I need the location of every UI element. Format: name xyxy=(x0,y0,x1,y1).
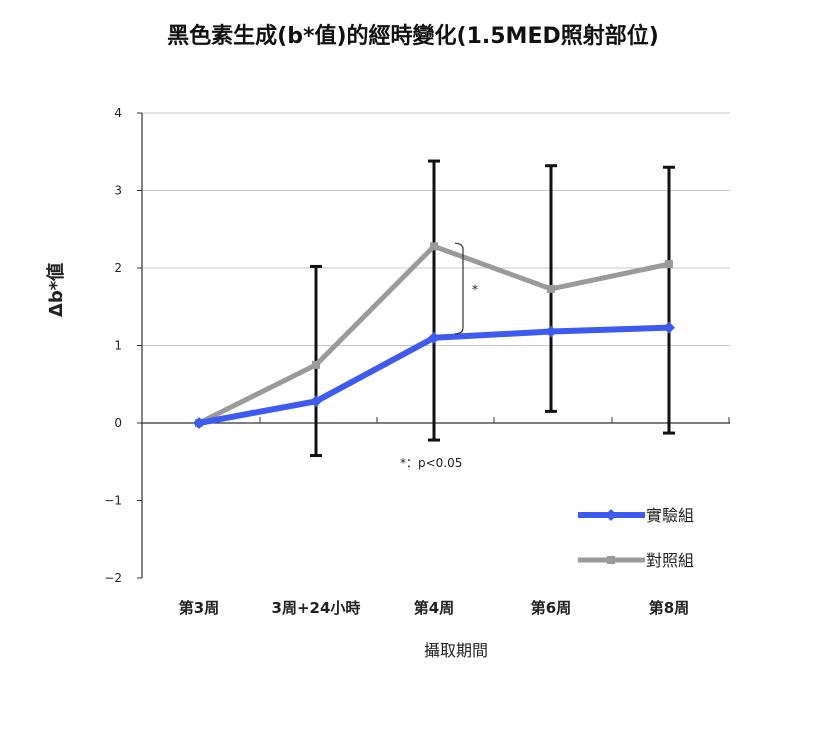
significance-mark: * xyxy=(472,283,478,297)
y-tick-label: −1 xyxy=(104,494,122,508)
x-tick-label: 第4周 xyxy=(414,599,454,617)
y-tick-label: 2 xyxy=(114,261,122,275)
x-tick-label: 第6周 xyxy=(531,599,571,617)
x-tick-label: 第8周 xyxy=(649,599,689,617)
data-point-control xyxy=(430,242,438,251)
y-tick-label: 1 xyxy=(114,339,122,353)
x-tick-label: 3周+24小時 xyxy=(272,599,361,617)
legend-label: 實驗組 xyxy=(646,506,694,525)
axes xyxy=(137,112,730,579)
data-point-experimental xyxy=(663,321,675,334)
series-lines xyxy=(193,242,675,429)
legend-marker xyxy=(605,509,617,521)
x-tick-labels: 第3周 3周+24小時 第4周 第6周 第8周 xyxy=(179,599,689,617)
data-point-experimental xyxy=(545,325,557,338)
data-point-experimental xyxy=(428,331,440,344)
x-tick-label: 第3周 xyxy=(179,599,219,617)
y-tick-label: −2 xyxy=(104,571,122,585)
y-tick-labels: 4 3 2 1 0 −1 −2 xyxy=(104,106,122,585)
gridlines xyxy=(142,112,730,346)
x-axis-label: 攝取期間 xyxy=(424,641,488,660)
significance-note: *：p<0.05 xyxy=(400,456,462,470)
y-tick-label: 4 xyxy=(114,106,122,120)
significance-bracket: * xyxy=(454,242,478,335)
legend-marker xyxy=(607,556,615,564)
data-point-control xyxy=(665,260,673,269)
y-axis-label: Δb*値 xyxy=(45,263,67,317)
data-point-control xyxy=(312,360,320,369)
y-tick-label: 0 xyxy=(114,416,122,430)
error-bars xyxy=(310,159,675,458)
legend-label: 對照組 xyxy=(646,551,694,570)
data-point-experimental xyxy=(310,395,322,408)
chart-title: 黑色素生成(b*值)的經時變化(1.5MED照射部位) xyxy=(167,23,659,49)
bracket-line xyxy=(454,242,464,335)
y-tick-label: 3 xyxy=(114,184,122,198)
data-point-control xyxy=(547,284,555,293)
data-point-experimental xyxy=(193,417,205,429)
